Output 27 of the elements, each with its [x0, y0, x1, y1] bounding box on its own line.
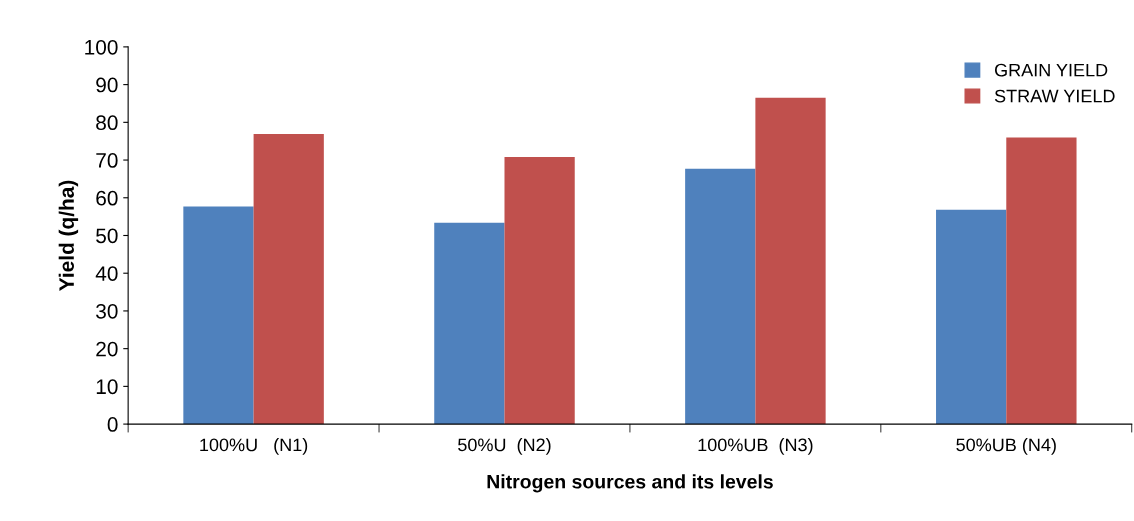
x-axis-title: Nitrogen sources and its levels — [487, 474, 773, 493]
y-tick-label: 80 — [96, 115, 118, 131]
y-tick-label: 10 — [96, 379, 118, 395]
legend-label: STRAW YIELD — [994, 89, 1115, 103]
bar — [685, 168, 756, 425]
y-axis-title: Yield (q/ha) — [58, 180, 79, 291]
x-tick-label: 50%UB (N4) — [956, 437, 1056, 455]
y-tick-label: 90 — [96, 77, 118, 93]
bar — [1006, 137, 1077, 425]
bar — [755, 97, 826, 425]
legend-label: GRAIN YIELD — [994, 63, 1108, 77]
y-tick-label: 70 — [96, 153, 118, 168]
y-tick-label: 50 — [96, 228, 118, 244]
y-tick-label: 30 — [96, 303, 118, 319]
y-tick-label: 0 — [107, 417, 118, 432]
y-tick-label: 60 — [96, 190, 118, 206]
bar — [936, 209, 1007, 425]
y-tick-label: 100 — [85, 39, 118, 55]
x-tick-label: 100%U (N1) — [200, 437, 308, 455]
bar — [183, 206, 254, 425]
y-tick-label: 20 — [96, 341, 118, 357]
x-tick-label: 100%UB (N3) — [698, 437, 813, 455]
bar — [434, 222, 505, 425]
bar — [504, 157, 575, 425]
bar — [253, 134, 324, 425]
x-tick-label: 50%U (N2) — [458, 437, 551, 455]
y-tick-label: 40 — [95, 266, 118, 281]
